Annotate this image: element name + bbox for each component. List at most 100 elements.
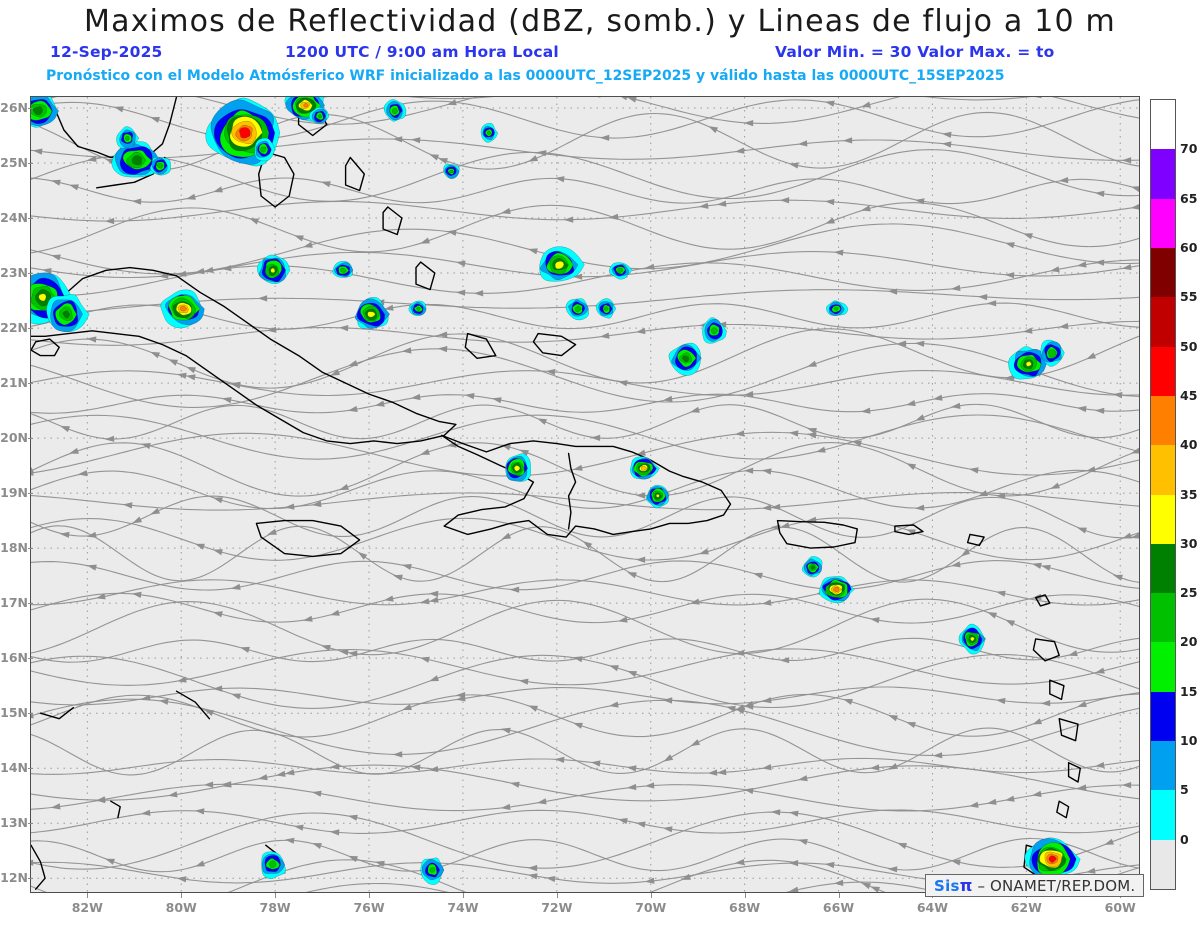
colorbar-tick-label: 60 — [1180, 239, 1198, 255]
y-axis-label: 17N — [0, 595, 28, 611]
reflectivity-contour — [486, 130, 491, 135]
map-plot-area[interactable] — [30, 96, 1140, 893]
x-axis-label: 80W — [165, 900, 197, 915]
y-axis-tick — [28, 548, 33, 550]
x-axis-tick — [369, 893, 371, 898]
reflectivity-contour — [367, 311, 376, 318]
brand-label: Sis — [934, 876, 960, 895]
x-axis-tick — [556, 893, 558, 898]
y-axis-tick — [28, 273, 33, 275]
grid-lines — [31, 97, 1139, 892]
reflectivity-contour — [640, 465, 647, 471]
x-axis-tick — [744, 893, 746, 898]
reflectivity-contour — [834, 306, 839, 311]
colorbar-tick-label: 0 — [1180, 831, 1189, 847]
reflectivity-contour — [416, 307, 421, 311]
organization-label: ONAMET/REP.DOM. — [989, 876, 1136, 895]
x-axis-label: 62W — [1010, 900, 1042, 915]
pi-icon: π — [959, 876, 973, 895]
x-axis-tick — [181, 893, 183, 898]
reflectivity-contour — [303, 103, 309, 108]
reflectivity-contour — [711, 327, 718, 335]
y-axis-label: 16N — [0, 650, 28, 666]
reflectivity-contour — [682, 355, 689, 362]
streamlines — [31, 97, 1139, 892]
reflectivity-contour — [970, 636, 975, 642]
x-axis-tick — [275, 893, 277, 898]
colorbar-tick-label: 20 — [1180, 634, 1198, 650]
value-minmax: Valor Min. = 30 Valor Max. = to — [775, 43, 1055, 61]
x-axis-tick — [87, 893, 89, 898]
attribution-box: Sis π – ONAMET/REP.DOM. — [925, 874, 1145, 897]
y-axis-tick — [28, 713, 33, 715]
reflectivity-contour — [617, 267, 623, 273]
forecast-time: 1200 UTC / 9:00 am Hora Local — [285, 43, 559, 61]
separator-dash: – — [977, 876, 985, 895]
reflectivity-contour — [429, 867, 436, 873]
colorbar-tick-label: 45 — [1180, 387, 1198, 403]
reflectivity-contour — [810, 565, 816, 570]
y-axis-tick — [28, 878, 33, 880]
x-axis-label: 82W — [71, 900, 103, 915]
reflectivity-contour — [269, 860, 277, 868]
y-axis-tick — [28, 438, 33, 440]
reflectivity-contour — [656, 494, 660, 498]
reflectivity-contour — [340, 267, 347, 273]
reflectivity-contour — [449, 169, 454, 174]
x-axis-tick — [462, 893, 464, 898]
reflectivity-contour — [513, 465, 521, 472]
x-axis-tick — [838, 893, 840, 898]
y-axis-label: 19N — [0, 485, 28, 501]
colorbar-tick-label: 35 — [1180, 486, 1198, 502]
y-axis-tick — [28, 768, 33, 770]
colorbar-band — [1151, 839, 1175, 889]
map-canvas — [31, 97, 1139, 892]
colorbar-tick-label: 70 — [1180, 141, 1198, 157]
colorbar-band — [1151, 642, 1175, 692]
colorbar-tick-label: 15 — [1180, 683, 1198, 699]
colorbar-tick-label: 50 — [1180, 338, 1198, 354]
colorbar-band — [1151, 790, 1175, 840]
colorbar-band — [1151, 543, 1175, 594]
reflectivity-cells — [31, 97, 1081, 885]
colorbar-band — [1151, 247, 1175, 298]
x-axis-label: 74W — [447, 900, 479, 915]
reflectivity-contour — [239, 127, 251, 139]
reflectivity-contour — [125, 136, 130, 141]
model-description: Pronóstico con el Modelo Atmósferico WRF… — [46, 68, 1005, 84]
colorbar-tick-label: 30 — [1180, 535, 1198, 551]
reflectivity-contour — [270, 267, 276, 273]
colorbar-band — [1151, 593, 1175, 643]
colorbar-band — [1151, 445, 1175, 495]
colorbar-band — [1151, 691, 1175, 742]
reflectivity-contour — [317, 114, 322, 119]
x-axis-tick — [650, 893, 652, 898]
reflectivity-contour — [38, 293, 47, 302]
colorbar[interactable] — [1150, 99, 1176, 890]
y-axis-tick — [28, 163, 33, 165]
y-axis-label: 15N — [0, 705, 28, 721]
reflectivity-contour — [833, 586, 840, 593]
colorbar-band — [1151, 346, 1175, 396]
y-axis-tick — [28, 383, 33, 385]
reflectivity-contour — [179, 306, 188, 312]
y-axis-label: 24N — [0, 210, 28, 226]
x-axis-label: 78W — [259, 900, 291, 915]
reflectivity-contour — [32, 106, 43, 116]
reflectivity-contour — [157, 163, 164, 169]
reflectivity-contour — [1025, 361, 1032, 367]
colorbar-band — [1151, 741, 1175, 791]
colorbar-band — [1151, 395, 1175, 446]
y-axis-label: 14N — [0, 760, 28, 776]
x-axis-label: 72W — [541, 900, 573, 915]
colorbar-tick-label: 10 — [1180, 733, 1198, 749]
colorbar-band — [1151, 100, 1175, 150]
y-axis-label: 12N — [0, 870, 28, 886]
x-axis-label: 68W — [729, 900, 761, 915]
y-axis-tick — [28, 603, 33, 605]
reflectivity-contour — [392, 108, 399, 114]
y-axis-label: 13N — [0, 815, 28, 831]
y-axis-tick — [28, 328, 33, 330]
reflectivity-contour — [131, 155, 142, 166]
